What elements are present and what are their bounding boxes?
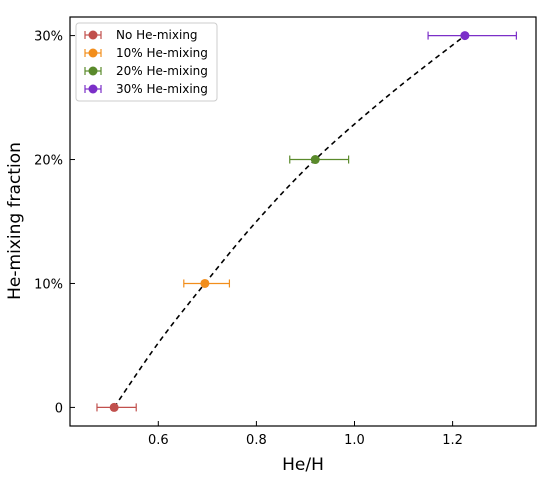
y-axis-label: He-mixing fraction — [5, 142, 25, 300]
y-tick-label: 0 — [55, 401, 63, 416]
legend-marker — [88, 66, 98, 76]
series-point — [289, 155, 350, 165]
legend-label: 10% He-mixing — [116, 46, 208, 60]
legend-marker — [88, 84, 98, 94]
y-axis-ticks: 0 10% 20% 30% — [34, 30, 75, 416]
data-marker — [310, 155, 320, 165]
legend-label: No He-mixing — [116, 28, 198, 42]
x-axis-label: He/H — [282, 455, 324, 475]
series-point — [96, 402, 137, 412]
x-tick-label: 1.2 — [442, 433, 463, 448]
plot-frame — [69, 16, 537, 427]
x-tick-label: 0.6 — [148, 433, 169, 448]
fit-curve — [113, 34, 466, 408]
data-points — [96, 31, 517, 412]
series-point — [183, 278, 231, 288]
series-point — [427, 31, 517, 41]
legend-marker — [88, 30, 98, 40]
data-marker — [109, 402, 119, 412]
x-tick-label: 1.0 — [344, 433, 365, 448]
x-axis-ticks: 0.6 0.8 1.0 1.2 — [148, 421, 463, 448]
data-marker — [200, 278, 210, 288]
legend-item: 20% He-mixing — [84, 64, 208, 78]
legend-item: 10% He-mixing — [84, 46, 208, 60]
legend-marker — [88, 48, 98, 58]
legend-label: 20% He-mixing — [116, 64, 208, 78]
y-tick-label: 20% — [34, 154, 63, 169]
legend-item: 30% He-mixing — [84, 82, 208, 96]
legend-label: 30% He-mixing — [116, 82, 208, 96]
legend-item: No He-mixing — [84, 28, 198, 42]
y-tick-label: 10% — [34, 277, 63, 292]
legend-box — [75, 22, 218, 102]
legend: No He-mixing 10% He-mixing 20% He-mixing 30… — [75, 22, 218, 102]
x-tick-label: 0.8 — [246, 433, 267, 448]
data-marker — [460, 31, 470, 41]
y-tick-label: 30% — [34, 30, 63, 45]
